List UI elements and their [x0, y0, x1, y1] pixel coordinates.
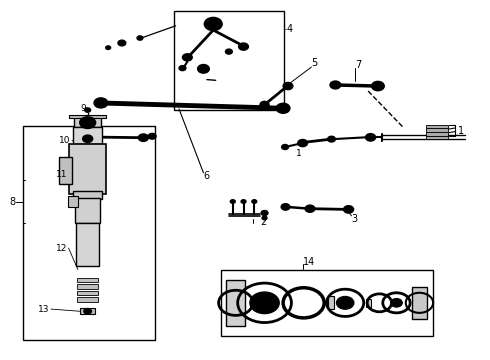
Text: 7: 7	[355, 60, 362, 70]
Circle shape	[210, 22, 217, 27]
Bar	[77, 284, 98, 289]
Circle shape	[106, 46, 111, 49]
Text: 6: 6	[203, 171, 210, 181]
Circle shape	[225, 49, 232, 54]
Bar	[69, 115, 106, 118]
Circle shape	[241, 200, 246, 203]
Circle shape	[148, 134, 156, 139]
Bar	[74, 117, 101, 127]
Circle shape	[84, 309, 92, 314]
Text: 13: 13	[38, 305, 49, 314]
Text: 5: 5	[312, 58, 318, 68]
Bar	[80, 308, 96, 315]
Circle shape	[261, 211, 268, 216]
Bar	[426, 125, 448, 129]
Circle shape	[83, 135, 93, 142]
Bar	[76, 223, 99, 266]
Circle shape	[118, 40, 126, 46]
Circle shape	[179, 66, 186, 71]
Circle shape	[230, 200, 235, 203]
Text: 2: 2	[261, 217, 267, 227]
Circle shape	[330, 81, 341, 89]
Text: 3: 3	[351, 215, 358, 224]
Bar	[174, 12, 284, 110]
Circle shape	[305, 205, 315, 212]
Circle shape	[250, 292, 279, 314]
Text: 8: 8	[9, 197, 15, 207]
Bar	[23, 126, 155, 339]
Bar	[426, 129, 448, 132]
Bar	[328, 296, 334, 309]
Circle shape	[328, 136, 335, 142]
Text: 14: 14	[303, 257, 315, 267]
Circle shape	[371, 81, 384, 91]
Circle shape	[80, 117, 96, 129]
Circle shape	[343, 206, 353, 213]
Circle shape	[139, 134, 148, 141]
Circle shape	[239, 43, 248, 50]
Circle shape	[391, 298, 402, 307]
Circle shape	[262, 216, 267, 220]
Text: 10: 10	[59, 136, 71, 145]
Text: 1: 1	[296, 149, 302, 158]
Circle shape	[276, 103, 290, 113]
Circle shape	[82, 134, 92, 140]
Circle shape	[182, 54, 192, 61]
Bar	[412, 287, 427, 319]
Bar	[366, 298, 371, 307]
Bar	[426, 135, 448, 139]
Bar	[68, 196, 78, 207]
Circle shape	[283, 82, 293, 90]
Circle shape	[366, 134, 375, 141]
Circle shape	[336, 296, 354, 309]
Bar	[73, 192, 102, 199]
Circle shape	[260, 102, 269, 108]
Circle shape	[137, 36, 143, 40]
Circle shape	[94, 98, 108, 108]
Bar	[77, 297, 98, 302]
Text: 4: 4	[287, 24, 293, 35]
Bar	[77, 278, 98, 282]
Text: 12: 12	[56, 244, 67, 253]
Bar	[75, 198, 100, 223]
Bar	[220, 270, 433, 336]
Text: 11: 11	[56, 170, 67, 179]
Circle shape	[282, 144, 289, 149]
Text: 1: 1	[458, 126, 464, 136]
Circle shape	[197, 64, 209, 73]
Circle shape	[252, 200, 257, 203]
Circle shape	[85, 108, 91, 112]
Bar	[69, 144, 106, 194]
Circle shape	[298, 139, 308, 147]
Bar	[226, 279, 245, 326]
Bar	[77, 291, 98, 295]
Bar	[426, 132, 448, 135]
Circle shape	[281, 204, 290, 210]
Bar	[73, 127, 102, 144]
Text: 9: 9	[80, 104, 86, 113]
Circle shape	[204, 18, 222, 31]
Bar	[59, 157, 72, 184]
